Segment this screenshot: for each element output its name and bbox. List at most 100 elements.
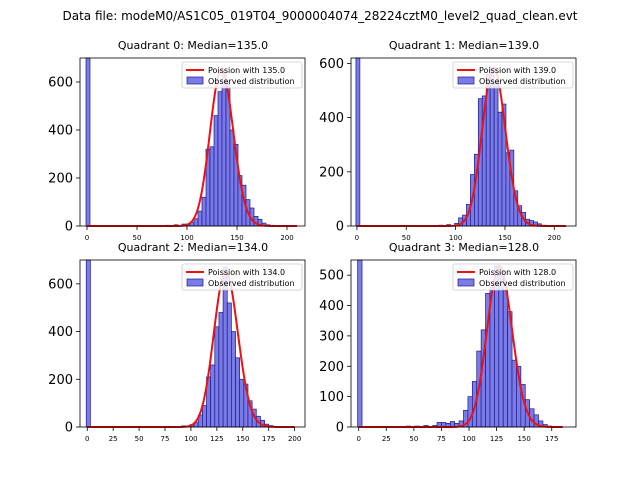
histogram-bar <box>221 69 227 227</box>
legend-label-poisson: Poission with 128.0 <box>479 268 556 277</box>
histogram-bar <box>226 302 232 428</box>
quadrant-1-title: Quadrant 1: Median=139.0 <box>389 39 539 52</box>
poisson-curve <box>87 270 295 428</box>
y-tick-label: 600 <box>319 57 344 72</box>
histogram-bar <box>511 359 517 428</box>
quadrant-2-title: Quadrant 2: Median=134.0 <box>118 241 268 254</box>
histogram-bar <box>193 218 199 227</box>
quadrant-0-title: Quadrant 0: Median=135.0 <box>118 39 268 52</box>
y-tick-label: 200 <box>48 172 73 187</box>
poisson-curve <box>356 66 567 227</box>
x-tick-label: 75 <box>437 435 446 443</box>
x-tick-label: 0 <box>85 234 89 242</box>
histogram-bar <box>202 405 207 428</box>
figure-suptitle: Data file: modeM0/AS1C05_019T04_90000040… <box>62 9 577 23</box>
x-tick-label: 100 <box>462 435 475 443</box>
y-tick-label: 600 <box>48 277 73 292</box>
x-tick-label: 175 <box>262 435 275 443</box>
axes-frame <box>79 259 306 428</box>
x-tick-label: 50 <box>402 234 411 242</box>
x-tick-label: 175 <box>545 435 558 443</box>
y-tick-label: 200 <box>319 360 344 375</box>
x-tick-label: 50 <box>135 435 144 443</box>
legend-bar-swatch <box>186 76 204 85</box>
histogram-bar <box>489 67 495 227</box>
quadrant-3-panel: Quadrant 3: Median=128.0 0 100 200 300 400 50… <box>319 241 577 443</box>
y-tick-label: 400 <box>319 111 344 126</box>
x-tick-label: 75 <box>161 435 170 443</box>
x-tick-label: 125 <box>210 435 223 443</box>
axes-frame <box>79 57 306 227</box>
y-tick-label: 300 <box>319 329 344 344</box>
histogram-bar <box>229 129 235 227</box>
x-tick-label: 200 <box>548 234 561 242</box>
legend-box <box>181 263 303 291</box>
legend-label-observed: Observed distribution <box>479 279 566 288</box>
x-tick-label: 0 <box>85 435 89 443</box>
histogram-bar <box>498 271 504 428</box>
legend: Poission with 139.0 Observed distribution <box>452 61 574 89</box>
x-tick-label: 25 <box>382 435 391 443</box>
histogram-bar <box>497 111 503 227</box>
histogram-bar <box>214 326 220 428</box>
legend: Poission with 134.0 Observed distribution <box>181 263 303 291</box>
x-tick-label: 100 <box>180 234 193 242</box>
histogram-bar <box>222 266 228 428</box>
histogram-bar <box>218 312 224 428</box>
x-tick-label: 100 <box>184 435 197 443</box>
y-tick-label: 0 <box>65 421 73 436</box>
histogram-bar <box>85 259 91 428</box>
x-tick-label: 200 <box>280 234 293 242</box>
legend-label-observed: Observed distribution <box>208 279 295 288</box>
x-tick-label: 200 <box>288 435 301 443</box>
x-tick-label: 50 <box>409 435 418 443</box>
legend: Poission with 128.0 Observed distribution <box>452 263 574 291</box>
y-tick-label: 200 <box>48 373 73 388</box>
legend-label-poisson: Poission with 139.0 <box>479 66 556 75</box>
y-tick-label: 200 <box>319 165 344 180</box>
x-tick-label: 150 <box>230 234 243 242</box>
x-tick-label: 100 <box>449 234 462 242</box>
legend-box <box>452 61 574 89</box>
quadrant-3-title: Quadrant 3: Median=128.0 <box>389 241 539 254</box>
poisson-curve <box>87 69 297 227</box>
quadrant-1-panel: Quadrant 1: Median=139.0 0 200 400 600 0 50 10… <box>319 39 577 242</box>
histogram-bar <box>355 57 361 227</box>
y-tick-label: 400 <box>48 124 73 139</box>
y-tick-label: 0 <box>65 220 73 235</box>
x-tick-label: 150 <box>517 435 530 443</box>
histogram-bar <box>201 196 207 227</box>
y-tick-label: 400 <box>319 299 344 314</box>
y-tick-label: 0 <box>336 220 344 235</box>
legend-bar-swatch <box>457 278 475 287</box>
legend-box <box>181 61 303 89</box>
y-tick-label: 100 <box>319 390 344 405</box>
legend-label-observed: Observed distribution <box>208 77 295 86</box>
legend-bar-swatch <box>457 76 475 85</box>
histogram-bar <box>231 331 236 428</box>
histogram-bar <box>217 91 223 227</box>
y-tick-label: 500 <box>319 269 344 284</box>
x-tick-label: 150 <box>236 435 249 443</box>
x-tick-label: 25 <box>109 435 118 443</box>
quadrant-0-panel: Quadrant 0: Median=135.0 0 200 400 600 0 50 10… <box>48 39 306 242</box>
x-tick-label: 125 <box>490 435 503 443</box>
histogram-bar <box>210 364 216 428</box>
legend-label-poisson: Poission with 135.0 <box>208 66 285 75</box>
x-tick-label: 150 <box>498 234 511 242</box>
histogram-bar <box>209 146 215 227</box>
histogram-bar <box>502 290 508 428</box>
histogram-bar <box>239 378 245 428</box>
histogram-bar <box>213 115 219 227</box>
legend-label-poisson: Poission with 134.0 <box>208 268 285 277</box>
y-tick-label: 400 <box>48 325 73 340</box>
y-tick-label: 600 <box>48 76 73 91</box>
histogram-bar <box>197 210 203 227</box>
axes-frame <box>350 57 577 227</box>
x-tick-label: 0 <box>355 234 359 242</box>
x-tick-label: 0 <box>356 435 360 443</box>
legend-box <box>452 263 574 291</box>
axes-frame <box>350 259 577 428</box>
histogram-bar <box>357 259 363 428</box>
